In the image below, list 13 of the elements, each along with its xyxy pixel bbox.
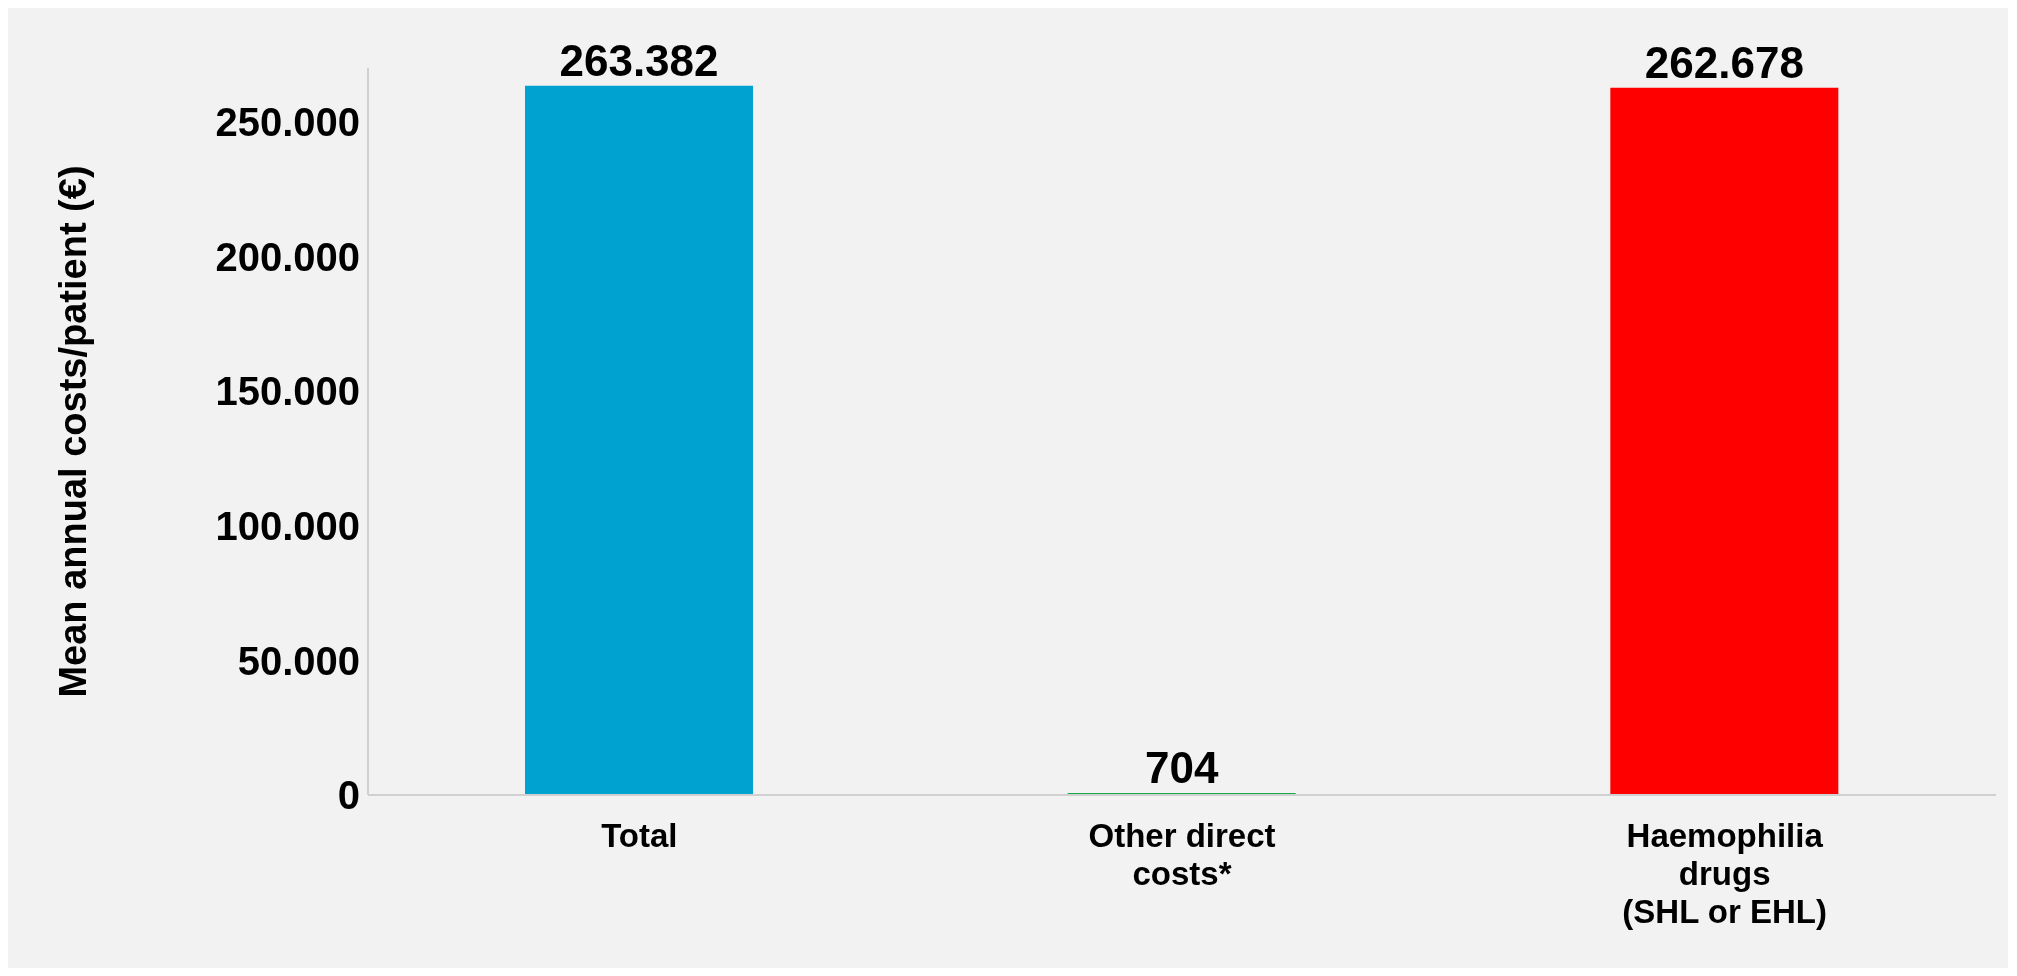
x-tick-label: Total: [601, 817, 678, 854]
y-tick-label: 100.000: [215, 503, 360, 548]
y-tick-label: 200.000: [215, 234, 360, 279]
y-tick-label: 150.000: [215, 369, 360, 414]
x-tick-label: Haemophilia drugs (SHL or EHL): [1622, 817, 1828, 930]
y-tick-label: 0: [337, 773, 360, 818]
data-label: 263.382: [559, 35, 719, 85]
y-tick-label: 50.000: [237, 638, 360, 683]
y-axis-title: Mean annual costs/patient (€): [52, 165, 95, 698]
x-tick-label: Other direct costs*: [1088, 817, 1276, 892]
data-label: 704: [1144, 743, 1219, 793]
y-tick-label: 250.000: [215, 100, 360, 145]
data-label: 262.678: [1644, 37, 1804, 87]
